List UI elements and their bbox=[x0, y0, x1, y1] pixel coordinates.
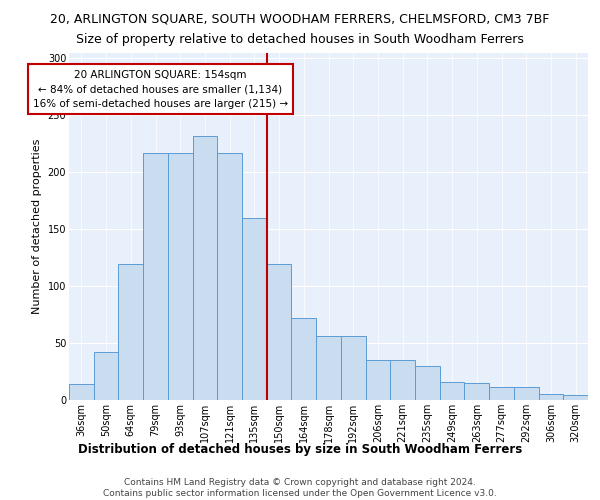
Bar bbox=[193, 136, 217, 400]
Bar bbox=[118, 264, 143, 400]
Text: 20 ARLINGTON SQUARE: 154sqm
← 84% of detached houses are smaller (1,134)
16% of : 20 ARLINGTON SQUARE: 154sqm ← 84% of det… bbox=[33, 70, 288, 109]
Bar bbox=[168, 153, 193, 400]
Bar bbox=[267, 264, 292, 400]
Text: 20, ARLINGTON SQUARE, SOUTH WOODHAM FERRERS, CHELMSFORD, CM3 7BF: 20, ARLINGTON SQUARE, SOUTH WOODHAM FERR… bbox=[50, 12, 550, 26]
Bar bbox=[217, 153, 242, 400]
Bar bbox=[440, 382, 464, 400]
Text: Distribution of detached houses by size in South Woodham Ferrers: Distribution of detached houses by size … bbox=[78, 442, 522, 456]
Bar bbox=[292, 318, 316, 400]
Bar bbox=[316, 336, 341, 400]
Bar bbox=[415, 366, 440, 400]
Bar bbox=[365, 360, 390, 400]
Bar bbox=[390, 360, 415, 400]
Bar bbox=[563, 396, 588, 400]
Y-axis label: Number of detached properties: Number of detached properties bbox=[32, 138, 42, 314]
Bar bbox=[489, 388, 514, 400]
Bar bbox=[341, 336, 365, 400]
Bar bbox=[143, 153, 168, 400]
Text: Contains HM Land Registry data © Crown copyright and database right 2024.
Contai: Contains HM Land Registry data © Crown c… bbox=[103, 478, 497, 498]
Text: Size of property relative to detached houses in South Woodham Ferrers: Size of property relative to detached ho… bbox=[76, 32, 524, 46]
Bar bbox=[539, 394, 563, 400]
Bar bbox=[514, 388, 539, 400]
Bar bbox=[94, 352, 118, 400]
Bar bbox=[69, 384, 94, 400]
Bar bbox=[464, 383, 489, 400]
Bar bbox=[242, 218, 267, 400]
